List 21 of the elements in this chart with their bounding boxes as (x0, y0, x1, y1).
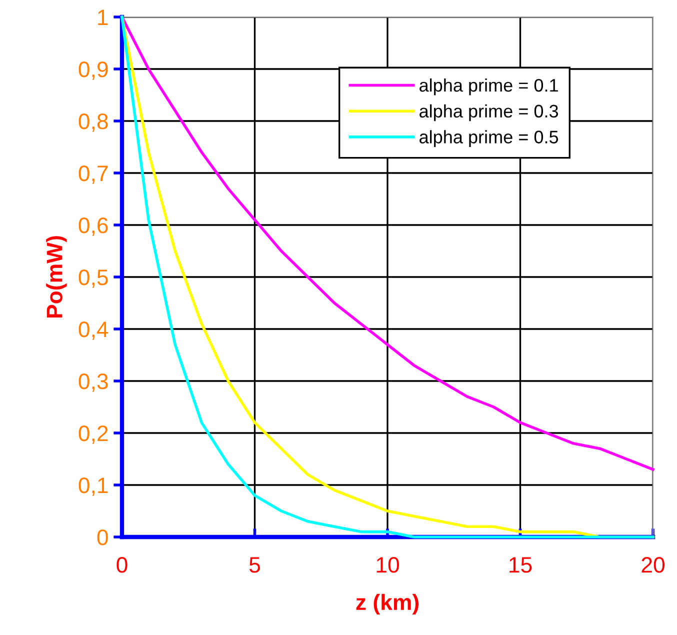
legend-label: alpha prime = 0.3 (420, 104, 558, 122)
y-tick-label: 0,2 (78, 426, 108, 444)
y-tick-label: 0,7 (78, 166, 108, 184)
legend-label: alpha prime = 0.1 (420, 78, 558, 96)
y-tick-label: 0,8 (78, 114, 108, 132)
x-tick-label: 5 (249, 557, 260, 573)
y-tick-label: 0,3 (78, 374, 108, 392)
y-tick-label: 0 (97, 530, 108, 546)
y-tick-label: 0,5 (78, 270, 108, 288)
x-tick-label: 0 (116, 557, 128, 573)
y-tick-label: 0,4 (78, 322, 108, 340)
y-tick-label: 0,1 (78, 478, 108, 496)
x-axis-title: z (km) (356, 594, 418, 615)
legend-label: alpha prime = 0.5 (420, 130, 558, 148)
y-tick-label: 1 (98, 10, 108, 26)
x-tick-label: 15 (510, 557, 532, 573)
y-tick-label: 0,9 (78, 62, 108, 80)
x-tick-label: 10 (376, 557, 399, 573)
y-tick-label: 0,6 (78, 218, 108, 236)
x-tick-label: 20 (642, 557, 664, 573)
y-axis-title: Po(mW) (46, 236, 67, 318)
